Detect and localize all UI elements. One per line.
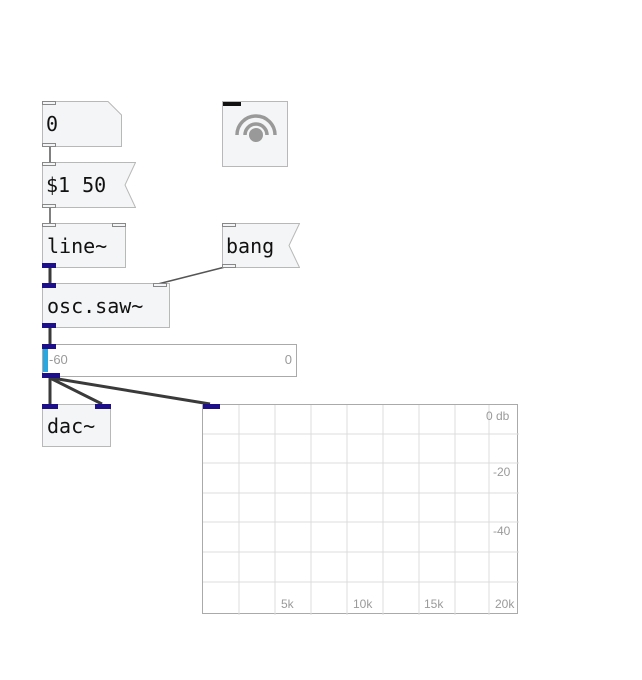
dac-inlet-left[interactable]: [42, 404, 58, 409]
meter-min-label: -60: [49, 352, 68, 367]
line-object[interactable]: line~: [42, 223, 126, 268]
number-box[interactable]: 0: [42, 101, 122, 147]
dsp-toggle-inlet[interactable]: [223, 102, 241, 106]
line-outlet[interactable]: [42, 263, 56, 268]
spectrum-grid: [203, 405, 519, 615]
spectrum-x-label: 15k: [424, 597, 444, 611]
spectrum-inlet[interactable]: [203, 404, 220, 409]
line-object-text: line~: [47, 233, 108, 258]
message-box-inlet[interactable]: [42, 162, 56, 166]
bang-inlet[interactable]: [222, 223, 236, 227]
dsp-toggle[interactable]: [222, 101, 288, 167]
spectrum-x-label: 10k: [353, 597, 373, 611]
spectrum-y-label: -40: [493, 524, 511, 538]
level-meter[interactable]: -60 0: [42, 344, 297, 378]
dac-object-text: dac~: [47, 413, 96, 438]
osc-inlet-right[interactable]: [153, 283, 167, 287]
osc-outlet[interactable]: [42, 323, 56, 328]
bang-outlet[interactable]: [222, 264, 236, 268]
message-box-text: $1 50: [46, 173, 107, 197]
dac-object[interactable]: dac~: [42, 404, 111, 447]
meter-outlet[interactable]: [42, 373, 60, 378]
line-inlet-right[interactable]: [112, 223, 126, 227]
speaker-dsp-icon: [235, 114, 277, 142]
bang-message[interactable]: bang: [222, 223, 300, 268]
spectrum-x-label: 20k: [495, 597, 515, 611]
meter-inlet[interactable]: [42, 344, 56, 349]
spectrum-x-label: 5k: [281, 597, 294, 611]
number-box-outlet[interactable]: [42, 143, 56, 147]
osc-saw-object[interactable]: osc.saw~: [42, 283, 170, 328]
dac-inlet-right[interactable]: [95, 404, 111, 409]
spectrum-y-label: -20: [493, 465, 511, 479]
osc-inlet-left[interactable]: [42, 283, 56, 288]
spectrum-y-label: 0 db: [486, 409, 510, 423]
number-box-value: 0: [46, 112, 59, 136]
osc-saw-text: osc.saw~: [47, 293, 144, 318]
bang-message-text: bang: [226, 233, 275, 258]
message-box-outlet[interactable]: [42, 204, 56, 208]
line-inlet-left[interactable]: [42, 223, 56, 227]
message-box[interactable]: $1 50: [42, 162, 136, 208]
spectrum-display[interactable]: 0 db -20 -40 5k 10k 15k 20k: [202, 404, 519, 615]
meter-max-label: 0: [284, 352, 292, 367]
meter-fill: [43, 349, 48, 372]
number-box-inlet[interactable]: [42, 101, 56, 105]
